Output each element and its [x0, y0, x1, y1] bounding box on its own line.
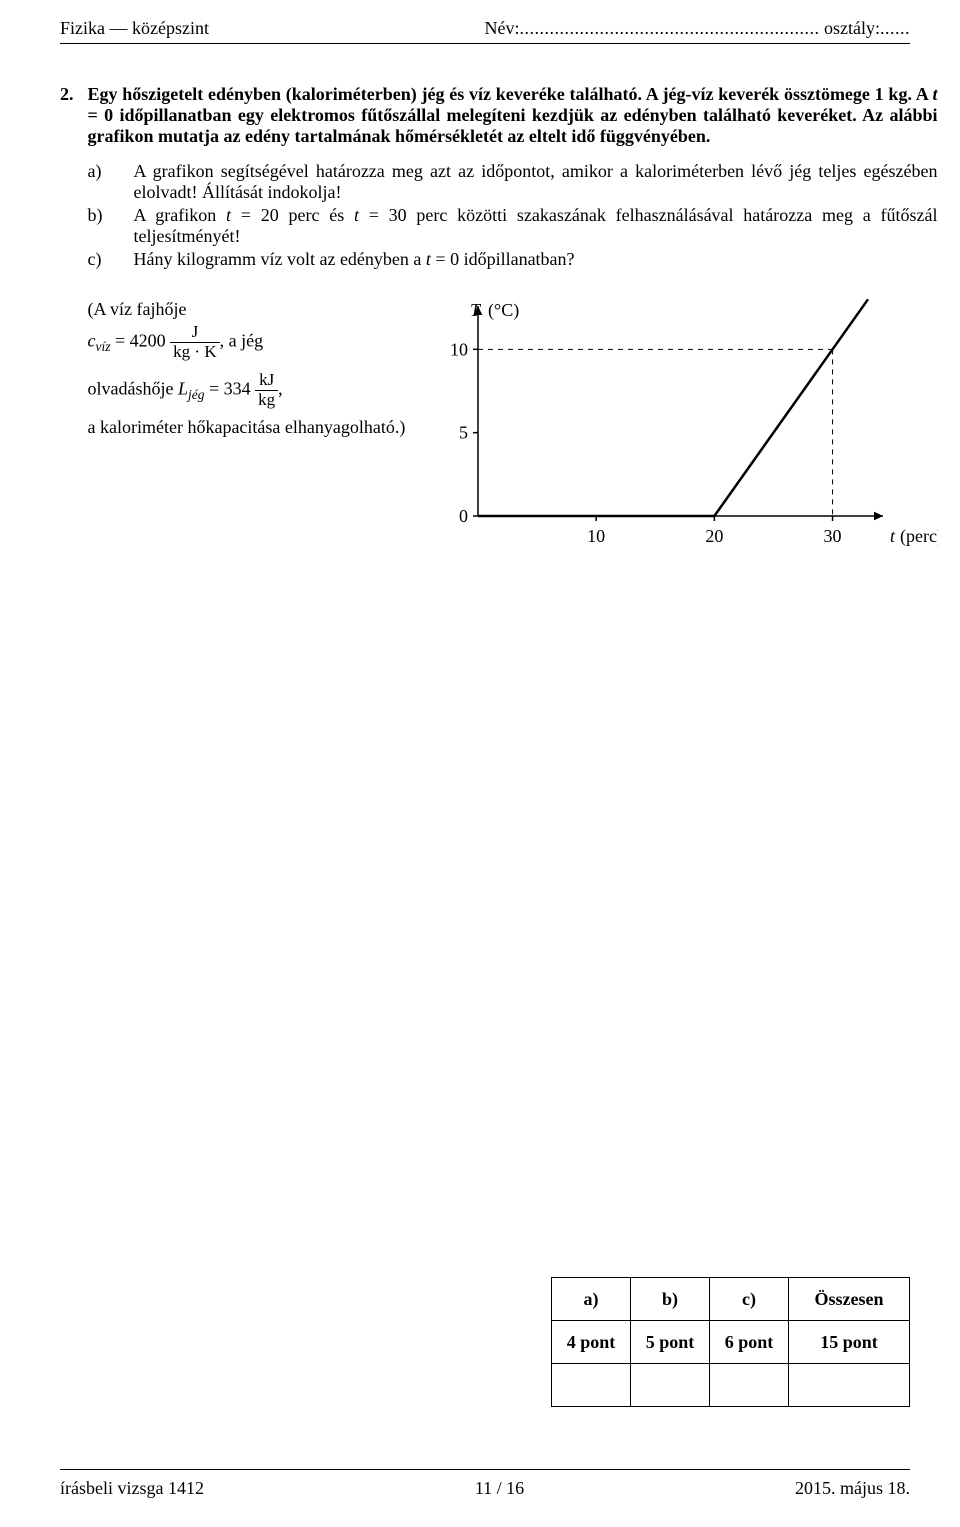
score-h-a: a)	[552, 1278, 631, 1321]
given-and-chart: (A víz fajhője cvíz = 4200 Jkg · K, a jé…	[88, 296, 938, 566]
L-num: kJ	[255, 371, 278, 391]
page: Fizika — középszint Név:................…	[0, 0, 960, 1527]
q-text-2: = 0 időpillanatban egy elektromos fűtősz…	[88, 105, 938, 146]
given-values: (A víz fajhője cvíz = 4200 Jkg · K, a jé…	[88, 296, 408, 566]
L-eq: = 334	[205, 379, 256, 399]
c1: Hány kilogramm víz volt az edényben a	[134, 249, 426, 269]
c-num: J	[170, 323, 219, 343]
b2: = 20 perc és	[231, 205, 354, 225]
c-den: kg · K	[170, 343, 219, 362]
score-empty-row	[552, 1364, 910, 1407]
L-sub: jég	[188, 387, 205, 402]
question-body: Egy hőszigetelt edényben (kaloriméterben…	[88, 84, 938, 566]
header: Fizika — középszint Név:................…	[60, 18, 910, 39]
given-line1: (A víz fajhője	[88, 296, 408, 323]
subpart-a-text: A grafikon segítségével határozza meg az…	[134, 161, 938, 203]
L-frac: kJkg	[255, 371, 278, 409]
svg-text:0: 0	[459, 506, 468, 526]
score-e-a	[552, 1364, 631, 1407]
subparts: a) A grafikon segítségével határozza meg…	[88, 161, 938, 270]
c-sym: c	[88, 330, 96, 350]
question-block: 2. Egy hőszigetelt edényben (kaloriméter…	[60, 84, 910, 566]
score-e-c	[710, 1364, 789, 1407]
svg-text:20: 20	[705, 526, 723, 546]
subpart-c-text: Hány kilogramm víz volt az edényben a t …	[134, 249, 938, 270]
question-number: 2.	[60, 84, 74, 566]
temperature-chart: 0 5 10 10 20 30 T (°C) t (perc)	[418, 296, 938, 566]
footer-right: 2015. május 18.	[795, 1478, 910, 1499]
name-dots: ........................................…	[520, 18, 820, 38]
score-header-row: a) b) c) Összesen	[552, 1278, 910, 1321]
c-frac: Jkg · K	[170, 323, 219, 361]
c-sub: víz	[96, 339, 111, 354]
score-h-b: b)	[631, 1278, 710, 1321]
svg-text:(°C): (°C)	[488, 300, 519, 321]
question-text: Egy hőszigetelt edényben (kaloriméterben…	[88, 84, 938, 147]
given-ljeg: olvadáshője Ljég = 334 kJkg,	[88, 371, 408, 409]
subpart-c: c) Hány kilogramm víz volt az edényben a…	[88, 249, 938, 270]
class-dots: ......	[880, 18, 910, 38]
given-cviz: cvíz = 4200 Jkg · K, a jég	[88, 323, 408, 361]
L-tail: ,	[278, 379, 283, 399]
q-text-t: t	[932, 84, 937, 104]
q-text-1: Egy hőszigetelt edényben (kaloriméterben…	[88, 84, 933, 104]
subpart-b-label: b)	[88, 205, 116, 247]
subpart-c-label: c)	[88, 249, 116, 270]
c-eq: = 4200	[111, 330, 171, 350]
class-label: osztály:	[824, 18, 880, 38]
name-label: Név:	[485, 18, 520, 38]
subpart-b-text: A grafikon t = 20 perc és t = 30 perc kö…	[134, 205, 938, 247]
given-line3: a kaloriméter hőkapacitása elhanyagolhat…	[88, 414, 408, 441]
score-p-a: 4 pont	[552, 1321, 631, 1364]
svg-text:5: 5	[459, 423, 468, 443]
line2-head: olvadáshője	[88, 379, 178, 399]
score-e-b	[631, 1364, 710, 1407]
footer-row: írásbeli vizsga 1412 11 / 16 2015. május…	[60, 1478, 910, 1499]
svg-text:10: 10	[587, 526, 605, 546]
svg-text:30: 30	[823, 526, 841, 546]
svg-text:T: T	[470, 300, 482, 320]
c2: = 0 időpillanatban?	[431, 249, 575, 269]
score-h-total: Összesen	[789, 1278, 910, 1321]
subpart-a-label: a)	[88, 161, 116, 203]
score-e-total	[789, 1364, 910, 1407]
L-sym: L	[178, 379, 188, 399]
score-p-c: 6 pont	[710, 1321, 789, 1364]
score-p-total: 15 pont	[789, 1321, 910, 1364]
header-rule	[60, 43, 910, 44]
svg-text:10: 10	[450, 339, 468, 359]
c-tail: , a jég	[220, 330, 263, 350]
subpart-b: b) A grafikon t = 20 perc és t = 30 perc…	[88, 205, 938, 247]
subpart-a: a) A grafikon segítségével határozza meg…	[88, 161, 938, 203]
svg-text:t: t	[890, 526, 896, 546]
score-points-row: 4 pont 5 pont 6 pont 15 pont	[552, 1321, 910, 1364]
L-den: kg	[255, 391, 278, 410]
footer-center: 11 / 16	[475, 1478, 524, 1499]
footer-left: írásbeli vizsga 1412	[60, 1478, 204, 1499]
b1: A grafikon	[134, 205, 227, 225]
score-p-b: 5 pont	[631, 1321, 710, 1364]
footer: írásbeli vizsga 1412 11 / 16 2015. május…	[60, 1469, 910, 1499]
score-table: a) b) c) Összesen 4 pont 5 pont 6 pont 1…	[551, 1277, 910, 1407]
header-left: Fizika — középszint	[60, 18, 209, 39]
header-right: Név:....................................…	[485, 18, 911, 39]
footer-rule	[60, 1469, 910, 1470]
svg-text:(perc): (perc)	[900, 526, 938, 547]
score-h-c: c)	[710, 1278, 789, 1321]
